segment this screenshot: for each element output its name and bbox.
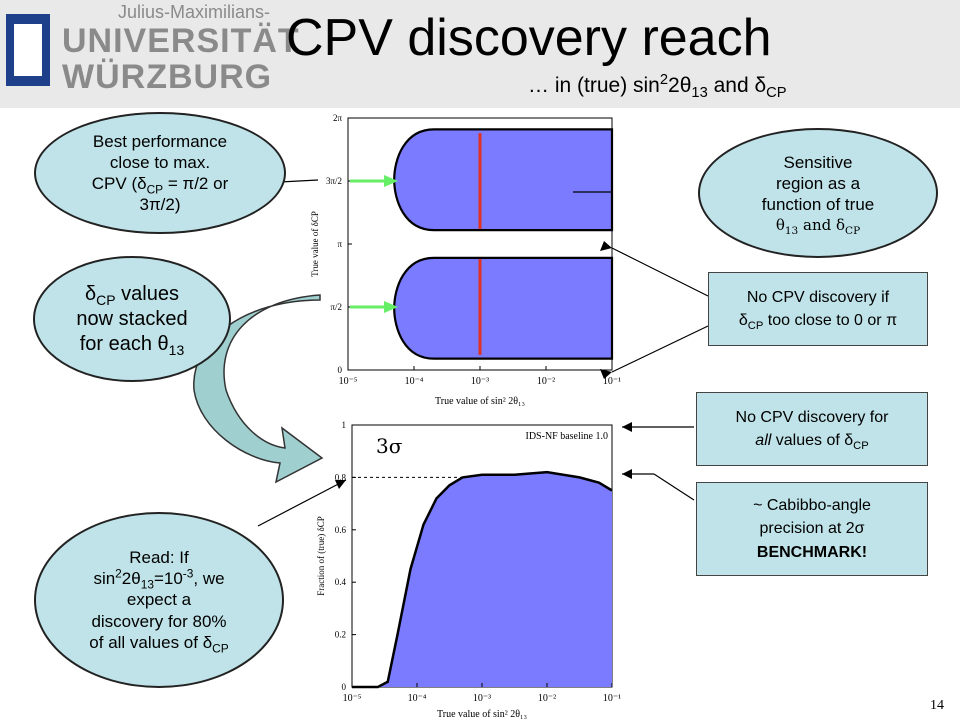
- pointer-line: [257, 479, 347, 527]
- callout-stacked-values: δCP values now stacked for each θ13: [33, 256, 231, 382]
- bottom-y-tick-label: 0.6: [335, 525, 347, 535]
- top-y-axis-label: True value of δCP: [310, 211, 320, 277]
- green-arrowhead-icon: [384, 301, 398, 313]
- page-subtitle: … in (true) sin22θ13 and δCP: [528, 72, 787, 102]
- bottom-y-tick-label: 0.4: [335, 577, 347, 587]
- top-x-tick-label: 10⁻⁴: [405, 376, 424, 387]
- bottom-y-tick-label: 0: [342, 682, 347, 692]
- logo-text-line1: UNIVERSITÄT: [62, 22, 300, 60]
- top-region-1: [393, 256, 614, 360]
- bottom-area-fill: [352, 472, 612, 687]
- top-x-tick-label: 10⁻⁵: [339, 376, 358, 387]
- top-y-tick-label: π/2: [330, 302, 342, 312]
- bottom-y-tick-label: 0.2: [335, 630, 346, 640]
- bottom-y-tick-label: 1: [342, 420, 347, 430]
- callout-sensitive-region: Sensitive region as a function of true θ…: [698, 128, 938, 258]
- bottom-x-tick-label: 10⁻⁴: [408, 693, 427, 704]
- arrowhead-icon: [335, 480, 346, 489]
- callout-no-cpv-all: No CPV discovery for all values of δCP: [696, 392, 928, 466]
- logo-text-small: Julius-Maximilians-: [118, 2, 271, 22]
- pointer-line: [611, 247, 709, 297]
- callout-read-example: Read: If sin22θ13=10-3, we expect a disc…: [34, 512, 284, 688]
- top-x-axis-label: True value of sin² 2θ₁₃: [435, 396, 525, 407]
- bottom-y-tick-label: 0.8: [335, 472, 347, 482]
- top-region-2: [393, 128, 614, 232]
- callout-best-performance: Best performance close to max. CPV (δCP …: [34, 112, 286, 234]
- pointer-line: [653, 473, 695, 501]
- page-title: CPV discovery reach: [286, 9, 772, 67]
- top-x-tick-label: 10⁻³: [471, 376, 489, 387]
- pointer-line: [611, 325, 709, 373]
- logo-text-line2: WÜRZBURG: [62, 58, 273, 96]
- bottom-annotation: IDS-NF baseline 1.0: [526, 431, 609, 442]
- callout-cabibbo: ~ Cabibbo-angle precision at 2σ BENCHMAR…: [696, 482, 928, 576]
- bottom-y-axis-label: Fraction of (true) δCP: [316, 516, 326, 595]
- arrowhead-icon: [600, 241, 612, 251]
- header-band: [0, 0, 960, 108]
- bottom-area-line: [352, 470, 613, 689]
- callout-no-cpv-close: No CPV discovery if δCP too close to 0 o…: [708, 272, 928, 346]
- top-y-tick-label: π: [337, 239, 342, 249]
- bottom-x-tick-label: 10⁻¹: [603, 693, 621, 704]
- bottom-x-axis-label: True value of sin² 2θ₁₃: [437, 709, 527, 720]
- top-y-tick-label: 0: [338, 365, 343, 375]
- bottom-x-tick-label: 10⁻²: [538, 693, 556, 704]
- pointer-line: [279, 179, 319, 183]
- university-logo-icon: [6, 14, 50, 86]
- page-number: 14: [930, 698, 944, 713]
- green-arrowhead-icon: [384, 175, 398, 187]
- bottom-x-tick-label: 10⁻⁵: [343, 693, 362, 704]
- bottom-chart: 10⁻⁵ 10⁻⁴ 10⁻³ 10⁻² 10⁻¹ 0 0.2 0.4 0.6 0.8 1 True v…: [316, 420, 621, 720]
- sigma-label: 3σ: [376, 434, 403, 458]
- bottom-x-tick-label: 10⁻³: [473, 693, 491, 704]
- top-y-tick-label: 3π/2: [326, 176, 342, 186]
- top-chart: 10⁻⁵ 10⁻⁴ 10⁻³ 10⁻² 10⁻¹ 0 π/2 π 3π/2 2π True valu…: [310, 113, 621, 407]
- top-x-tick-label: 10⁻¹: [603, 376, 621, 387]
- top-y-tick-label: 2π: [333, 113, 343, 123]
- arrowhead-icon: [622, 422, 632, 432]
- arrowhead-icon: [622, 469, 632, 479]
- arrowhead-icon: [600, 369, 612, 379]
- top-x-tick-label: 10⁻²: [537, 376, 555, 387]
